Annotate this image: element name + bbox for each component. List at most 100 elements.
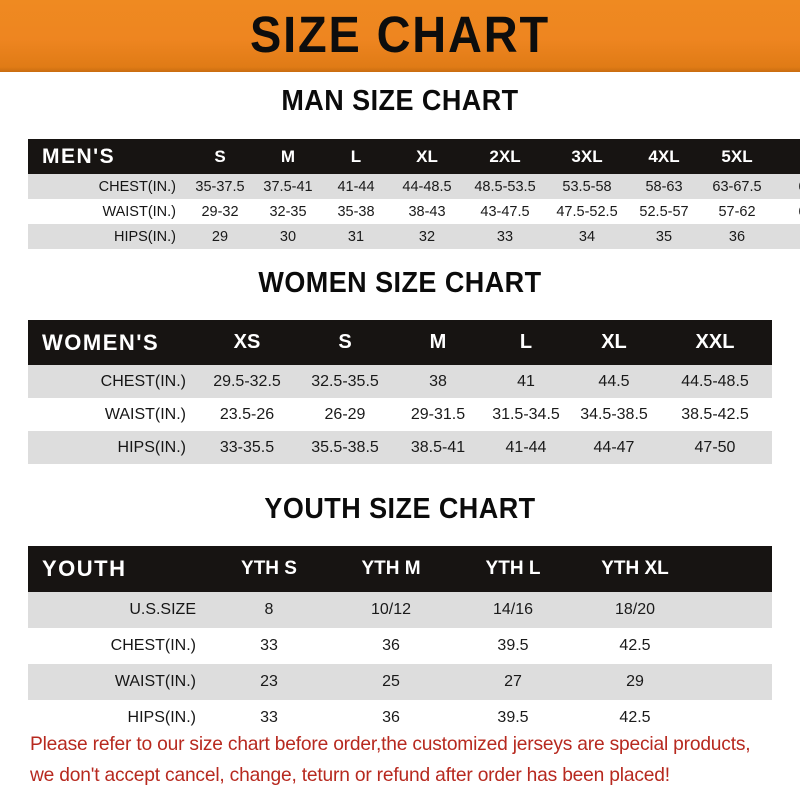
cell: 38.5-42.5 [658, 398, 772, 431]
cell: 39.5 [452, 628, 574, 664]
men-header-row: MEN'S S M L XL 2XL 3XL 4XL 5XL 6XL [28, 139, 800, 174]
cell: 26-29 [296, 398, 394, 431]
cell: 35.5-38.5 [296, 431, 394, 464]
cell: 8 [208, 592, 330, 628]
men-col-header: 3XL [571, 146, 603, 166]
cell: 33-35.5 [198, 431, 296, 464]
cell: 48.5-53.5 [464, 174, 546, 199]
cell: 62-66.5 [774, 199, 800, 224]
table-row: CHEST(IN.) 29.5-32.5 32.5-35.5 38 41 44.… [28, 365, 772, 398]
row-label: HIPS(IN.) [28, 224, 186, 249]
cell: 41-44 [482, 431, 570, 464]
cell: 37 [774, 224, 800, 249]
cell: 58-63 [628, 174, 700, 199]
row-label: WAIST(IN.) [28, 664, 208, 700]
cell: 35-37.5 [186, 174, 254, 199]
cell: 36 [330, 628, 452, 664]
women-col-header: XS [233, 331, 261, 353]
cell: 35-38 [322, 199, 390, 224]
cell: 29-32 [186, 199, 254, 224]
youth-size-table: YOUTH YTH S YTH M YTH L YTH XL U.S.SIZE … [28, 546, 772, 736]
disclaimer-line-2: we don't accept cancel, change, teturn o… [30, 764, 670, 786]
men-col-header: S [214, 146, 226, 166]
cell: 34.5-38.5 [570, 398, 658, 431]
disclaimer-line-1: Please refer to our size chart before or… [30, 733, 751, 755]
women-header-label: WOMEN'S [42, 329, 160, 355]
cell: 37.5-41 [254, 174, 322, 199]
table-row: CHEST(IN.) 35-37.5 37.5-41 41-44 44-48.5… [28, 174, 800, 199]
cell: 31.5-34.5 [482, 398, 570, 431]
cell: 44-48.5 [390, 174, 464, 199]
women-col-header: S [338, 331, 352, 353]
cell-spacer [696, 592, 772, 628]
cell: 29 [574, 664, 696, 700]
cell: 29.5-32.5 [198, 365, 296, 398]
cell: 32-35 [254, 199, 322, 224]
section-title-men: MAN SIZE CHART [281, 85, 519, 117]
cell: 47-50 [658, 431, 772, 464]
row-label: CHEST(IN.) [28, 628, 208, 664]
cell: 34 [546, 224, 628, 249]
youth-col-header: YTH M [361, 558, 421, 579]
row-label: WAIST(IN.) [28, 398, 198, 431]
row-label: HIPS(IN.) [28, 700, 208, 736]
cell: 44.5-48.5 [658, 365, 772, 398]
women-header-row: WOMEN'S XS S M L XL XXL [28, 320, 772, 365]
row-label: U.S.SIZE [28, 592, 208, 628]
women-col-header: M [429, 331, 447, 353]
row-label: CHEST(IN.) [28, 174, 186, 199]
cell: 39.5 [452, 700, 574, 736]
cell: 53.5-58 [546, 174, 628, 199]
table-row: WAIST(IN.) 23 25 27 29 [28, 664, 772, 700]
cell: 42.5 [574, 628, 696, 664]
cell: 33 [208, 700, 330, 736]
cell: 67.5-72 [774, 174, 800, 199]
cell: 38-43 [390, 199, 464, 224]
page-title: SIZE CHART [250, 6, 550, 63]
table-row: HIPS(IN.) 33-35.5 35.5-38.5 38.5-41 41-4… [28, 431, 772, 464]
cell: 38.5-41 [394, 431, 482, 464]
women-size-table: WOMEN'S XS S M L XL XXL CHEST(IN.) 29.5-… [28, 320, 772, 464]
youth-col-header: YTH S [241, 558, 297, 579]
table-row: HIPS(IN.) 33 36 39.5 42.5 [28, 700, 772, 736]
men-col-header: 4XL [648, 146, 680, 166]
row-label: HIPS(IN.) [28, 431, 198, 464]
cell: 41-44 [322, 174, 390, 199]
row-label: CHEST(IN.) [28, 365, 198, 398]
cell: 32 [390, 224, 464, 249]
cell: 36 [700, 224, 774, 249]
men-col-header: XL [416, 146, 438, 166]
table-row: CHEST(IN.) 33 36 39.5 42.5 [28, 628, 772, 664]
section-title-youth: YOUTH SIZE CHART [264, 493, 536, 525]
cell: 14/16 [452, 592, 574, 628]
page-banner: SIZE CHART [0, 0, 800, 72]
cell: 33 [464, 224, 546, 249]
men-col-header: L [350, 146, 362, 166]
cell: 33 [208, 628, 330, 664]
youth-header-row: YOUTH YTH S YTH M YTH L YTH XL [28, 546, 772, 592]
men-col-header: 2XL [489, 146, 521, 166]
youth-col-header-spacer [696, 546, 772, 592]
cell: 35 [628, 224, 700, 249]
women-col-header: L [519, 331, 533, 353]
youth-col-header: YTH L [485, 558, 541, 579]
cell: 41 [482, 365, 570, 398]
cell: 30 [254, 224, 322, 249]
table-row: WAIST(IN.) 23.5-26 26-29 29-31.5 31.5-34… [28, 398, 772, 431]
table-row: WAIST(IN.) 29-32 32-35 35-38 38-43 43-47… [28, 199, 800, 224]
cell: 47.5-52.5 [546, 199, 628, 224]
cell: 31 [322, 224, 390, 249]
cell: 29-31.5 [394, 398, 482, 431]
table-row: U.S.SIZE 8 10/12 14/16 18/20 [28, 592, 772, 628]
women-col-header: XL [601, 331, 627, 353]
cell: 42.5 [574, 700, 696, 736]
men-col-header: 6XL [774, 139, 800, 174]
cell: 10/12 [330, 592, 452, 628]
table-row: HIPS(IN.) 29 30 31 32 33 34 35 36 37 [28, 224, 800, 249]
cell: 18/20 [574, 592, 696, 628]
section-title-women: WOMEN SIZE CHART [258, 267, 542, 299]
cell: 63-67.5 [700, 174, 774, 199]
cell: 27 [452, 664, 574, 700]
cell: 52.5-57 [628, 199, 700, 224]
